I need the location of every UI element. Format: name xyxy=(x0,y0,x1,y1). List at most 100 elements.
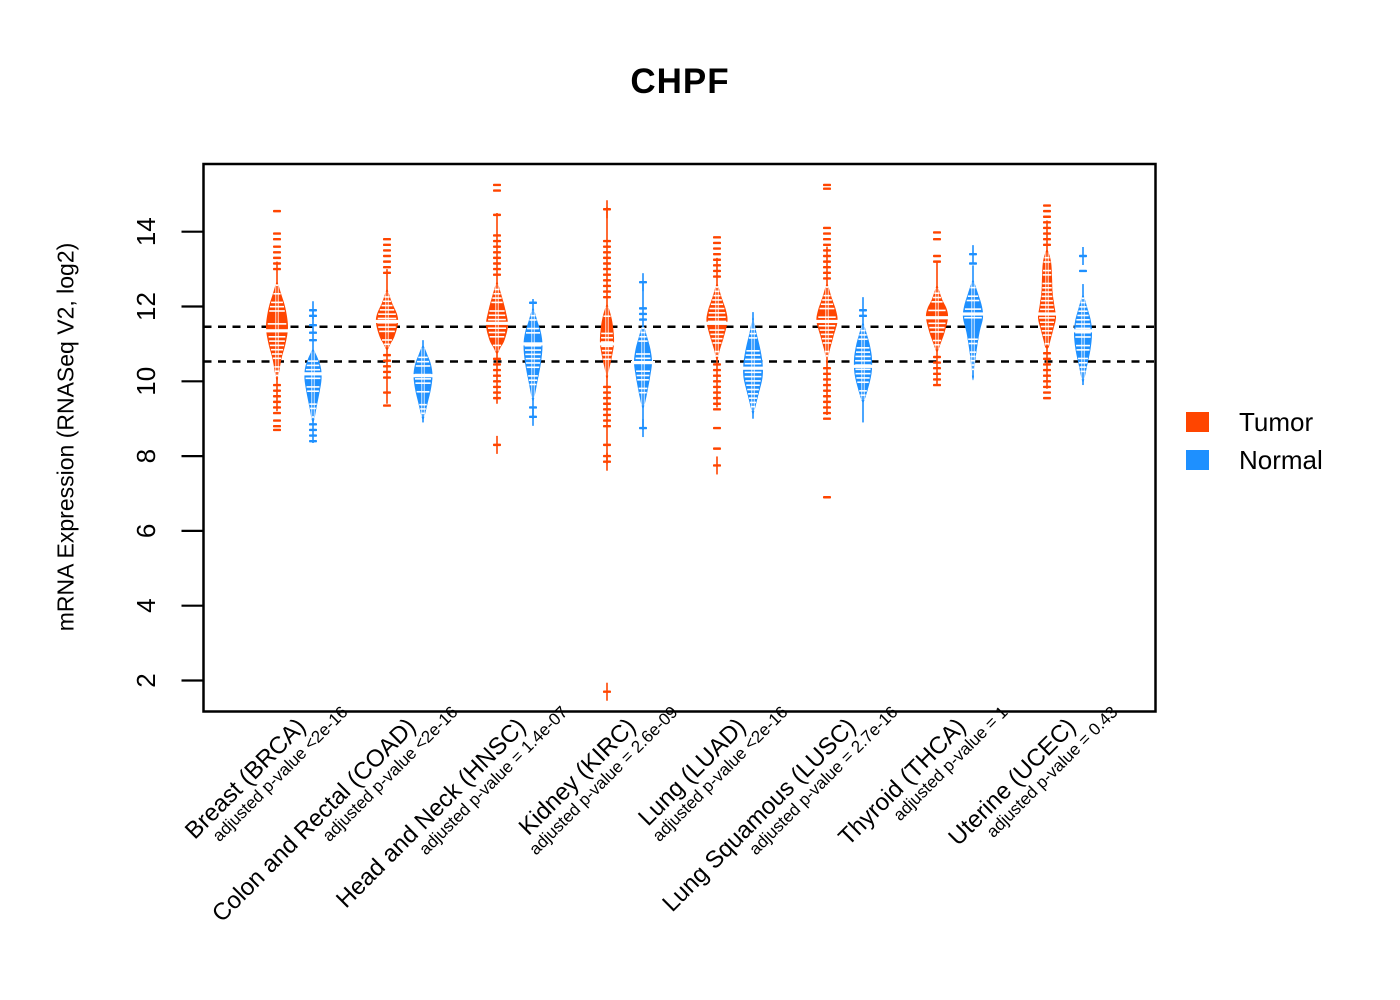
violin-luad-tumor-stripe xyxy=(708,312,726,314)
violin-lusc-tumor-outlier xyxy=(823,183,831,187)
violin-hnsc-tumor-plus-h xyxy=(493,443,501,447)
violin-luad-tumor-outlier xyxy=(713,402,721,405)
violin-hnsc-normal-stripe xyxy=(529,383,537,386)
violin-coad-normal-stripe xyxy=(419,403,427,406)
violin-ucec-tumor-stripe xyxy=(1042,274,1052,276)
violin-luad-normal-stripe xyxy=(750,328,756,331)
violin-hnsc-tumor-outlier xyxy=(493,251,501,254)
violin-thca-tumor-outlier xyxy=(933,367,941,370)
legend-label-normal: Normal xyxy=(1239,444,1323,475)
violin-ucec-tumor-outlier xyxy=(1043,226,1051,230)
violin-brca-tumor-stripe xyxy=(267,323,287,325)
violin-coad-tumor-stripe xyxy=(384,343,390,346)
violin-kirc-tumor-plus-h xyxy=(603,460,611,463)
violin-coad-tumor xyxy=(373,237,401,407)
violin-ucec-normal-stripe xyxy=(1079,366,1087,368)
violin-coad-tumor-outlier xyxy=(383,271,391,275)
violin-luad-tumor-stripe xyxy=(710,303,724,306)
violin-lusc-tumor-outlier xyxy=(823,232,831,235)
violin-coad-normal-stripe xyxy=(418,356,428,359)
violin-ucec-tumor-outlier xyxy=(1043,209,1051,213)
violin-kirc-normal-outlier xyxy=(639,312,647,316)
violin-brca-normal-outlier xyxy=(309,423,317,426)
violin-thca-normal-stripe xyxy=(971,368,975,371)
violin-thca-tumor-outlier xyxy=(933,355,941,359)
violin-lusc-normal xyxy=(851,297,875,423)
violin-luad-tumor-stripe xyxy=(707,320,727,323)
violin-hnsc-tumor-stripe xyxy=(492,344,502,347)
violin-hnsc-tumor-stripe xyxy=(489,310,505,312)
violin-thca-normal-stripe xyxy=(968,338,978,341)
violin-luad-tumor-outlier xyxy=(713,258,721,261)
violin-hnsc-normal-stripe xyxy=(530,314,536,317)
plot-border xyxy=(202,162,1157,713)
violin-coad-normal-stripe xyxy=(416,360,430,363)
violin-hnsc-tumor-outlier xyxy=(493,273,501,276)
violin-thca-tumor-stripe xyxy=(934,292,940,295)
violin-brca-tumor-outlier xyxy=(273,428,281,432)
violin-thca-tumor-stripe xyxy=(928,309,946,312)
violin-thca-normal-stripe xyxy=(969,351,977,353)
violin-brca-tumor-median-gap xyxy=(263,329,291,333)
violin-kirc-tumor-stripe xyxy=(601,345,613,348)
violin-hnsc-normal-stripe xyxy=(526,366,540,369)
violin-luad-tumor-stripe xyxy=(714,350,720,353)
violin-brca-normal-outlier xyxy=(309,338,317,342)
violin-coad-tumor-outlier xyxy=(383,266,391,269)
violin-lusc-tumor-stripe xyxy=(825,355,829,357)
violin-ucec-tumor-outlier xyxy=(1043,374,1051,377)
violin-coad-tumor-outlier xyxy=(383,359,391,362)
violin-lusc-tumor-outlier xyxy=(823,406,831,409)
violin-coad-tumor-median-gap xyxy=(373,319,401,324)
violin-thca-tumor-outlier xyxy=(933,361,941,364)
violin-kirc-tumor-outlier xyxy=(603,443,611,447)
y-tick-label-10: 10 xyxy=(131,367,161,396)
violin-lusc-tumor-stripe xyxy=(825,286,829,288)
violin-kirc-tumor xyxy=(597,200,617,701)
violin-brca-normal-stripe xyxy=(305,368,321,371)
violin-coad-tumor-outlier xyxy=(383,243,391,246)
violin-ucec-tumor-stripe xyxy=(1039,321,1055,324)
violin-luad-tumor-outlier xyxy=(713,275,721,278)
violin-kirc-tumor-stripe xyxy=(603,315,611,318)
violin-hnsc-tumor-outlier xyxy=(493,267,501,271)
violin-lusc-tumor xyxy=(813,183,841,499)
violin-hnsc-tumor-stripe xyxy=(487,327,507,329)
violin-luad-tumor-outlier xyxy=(713,426,721,430)
violin-lusc-normal-stripe xyxy=(855,368,871,371)
violin-luad-tumor-stripe xyxy=(715,355,719,357)
violin-thca-tumor-outlier xyxy=(933,231,941,234)
violin-thca-tumor-stripe xyxy=(929,326,945,329)
violin-luad-normal-stripe xyxy=(750,405,756,408)
violin-brca-tumor-outlier xyxy=(273,251,281,254)
violin-hnsc-normal-plus-h xyxy=(529,415,537,419)
violin-brca-tumor xyxy=(263,209,291,432)
violin-hnsc-tumor-outlier xyxy=(493,262,501,265)
violin-brca-tumor-outlier xyxy=(273,383,281,387)
violin-thca-tumor-stripe xyxy=(932,339,942,342)
violin-coad-tumor-outlier xyxy=(383,376,391,379)
violin-ucec-tumor-stripe xyxy=(1044,342,1050,345)
violin-luad-normal-stripe xyxy=(746,350,760,352)
violin-brca-tumor-outlier xyxy=(273,406,281,409)
violin-luad-tumor-outlier xyxy=(713,241,721,245)
violin-thca-normal-outlier xyxy=(969,262,977,265)
violin-luad-normal-stripe xyxy=(744,371,762,374)
violin-kirc-normal-plus-h xyxy=(639,426,647,430)
violin-ucec-tumor-stripe xyxy=(1042,269,1052,272)
violin-lusc-tumor-stripe xyxy=(822,299,832,301)
violin-hnsc-normal-stripe xyxy=(526,362,540,364)
violin-luad-tumor-outlier xyxy=(713,368,721,372)
normal-swatch xyxy=(1186,450,1209,470)
violin-luad-tumor xyxy=(703,236,731,475)
violin-luad-normal-stripe xyxy=(744,375,762,378)
violin-hnsc-normal-outlier xyxy=(529,301,537,304)
violin-lusc-tumor-outlier xyxy=(823,496,831,499)
violin-hnsc-normal-stripe xyxy=(525,357,541,360)
violin-kirc-tumor-plus-h xyxy=(603,690,611,693)
violin-lusc-tumor-outlier xyxy=(823,378,831,381)
violin-kirc-tumor-outlier xyxy=(603,279,611,282)
violin-kirc-normal-stripe xyxy=(641,327,645,329)
violin-lusc-tumor-outlier xyxy=(823,389,831,392)
violin-brca-normal-stripe xyxy=(306,386,320,388)
